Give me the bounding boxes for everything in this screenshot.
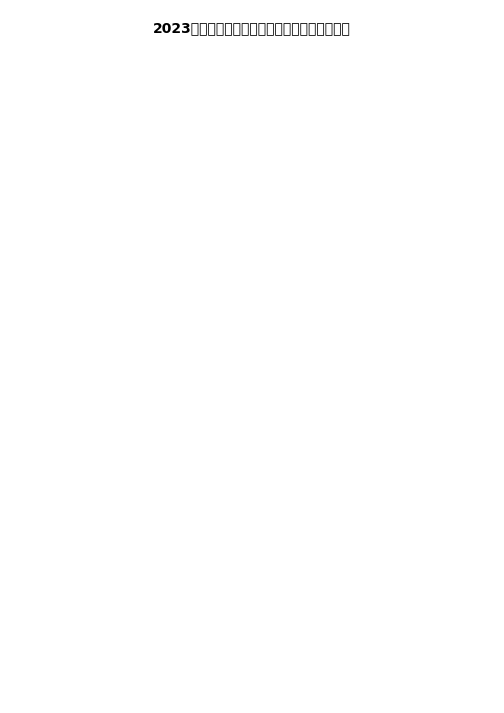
Text: 2023届四川省成都高新区高三统一检测物理试卷: 2023届四川省成都高新区高三统一检测物理试卷 bbox=[153, 21, 351, 36]
